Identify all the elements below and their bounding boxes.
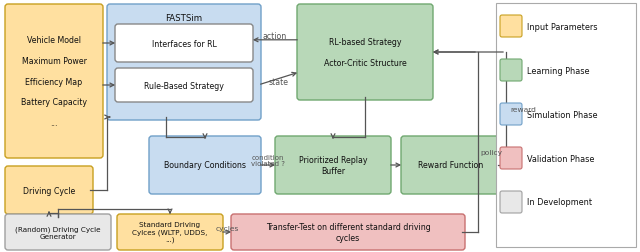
- Text: (Random) Driving Cycle
Generator: (Random) Driving Cycle Generator: [15, 225, 101, 239]
- FancyBboxPatch shape: [401, 137, 501, 194]
- Text: Rule-Based Strategy: Rule-Based Strategy: [144, 81, 224, 90]
- Text: FASTSim: FASTSim: [165, 13, 203, 22]
- FancyBboxPatch shape: [5, 214, 111, 250]
- FancyBboxPatch shape: [496, 4, 636, 247]
- Text: Transfer-Test on different standard driving
cycles: Transfer-Test on different standard driv…: [266, 223, 430, 242]
- FancyBboxPatch shape: [500, 191, 522, 213]
- Text: Reward Function: Reward Function: [419, 161, 484, 170]
- FancyBboxPatch shape: [231, 214, 465, 250]
- FancyBboxPatch shape: [275, 137, 391, 194]
- FancyBboxPatch shape: [115, 25, 253, 63]
- FancyBboxPatch shape: [500, 104, 522, 125]
- FancyBboxPatch shape: [500, 147, 522, 169]
- FancyBboxPatch shape: [500, 16, 522, 38]
- FancyBboxPatch shape: [115, 69, 253, 103]
- Text: Standard Driving
Cylces (WLTP, UDDS,
...): Standard Driving Cylces (WLTP, UDDS, ...…: [132, 222, 208, 242]
- Text: RL-based Strategy

Actor-Critic Structure: RL-based Strategy Actor-Critic Structure: [324, 38, 406, 68]
- Text: Boundary Conditions: Boundary Conditions: [164, 161, 246, 170]
- Text: Prioritized Replay
Buffer: Prioritized Replay Buffer: [299, 156, 367, 175]
- FancyBboxPatch shape: [500, 60, 522, 82]
- FancyBboxPatch shape: [117, 214, 223, 250]
- Text: action: action: [263, 32, 287, 41]
- Text: Interfaces for RL: Interfaces for RL: [152, 39, 216, 48]
- Text: Input Parameters: Input Parameters: [527, 22, 598, 32]
- FancyBboxPatch shape: [5, 166, 93, 214]
- Text: Driving Cycle: Driving Cycle: [23, 186, 75, 195]
- Text: cycles: cycles: [215, 225, 239, 231]
- Text: reward: reward: [510, 106, 536, 112]
- Text: Validation Phase: Validation Phase: [527, 154, 595, 163]
- FancyBboxPatch shape: [107, 5, 261, 120]
- Text: policy: policy: [480, 149, 502, 155]
- Text: Learning Phase: Learning Phase: [527, 66, 589, 75]
- FancyBboxPatch shape: [297, 5, 433, 101]
- Text: Vehicle Model

Maximum Power

Efficiency Map

Battery Capacity

...: Vehicle Model Maximum Power Efficiency M…: [21, 36, 87, 128]
- FancyBboxPatch shape: [5, 5, 103, 158]
- Text: Simulation Phase: Simulation Phase: [527, 110, 598, 119]
- Text: condition
violated ?: condition violated ?: [251, 154, 285, 167]
- FancyBboxPatch shape: [149, 137, 261, 194]
- Text: state: state: [269, 77, 289, 86]
- Text: In Development: In Development: [527, 198, 592, 207]
